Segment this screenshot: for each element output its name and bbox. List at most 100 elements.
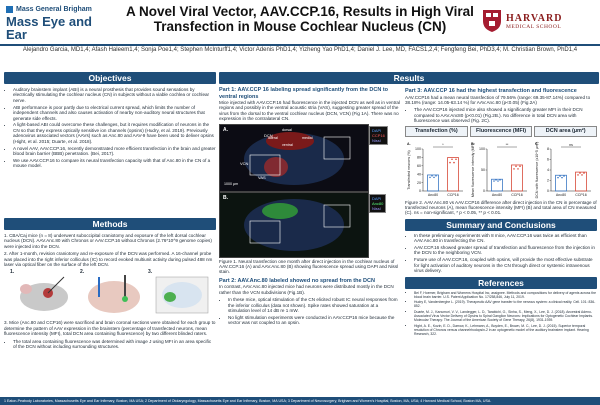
data-point bbox=[579, 171, 581, 174]
y-tick-label: 0 bbox=[483, 189, 485, 193]
figure-1b-label: B. bbox=[223, 194, 228, 201]
panel-header-fluorescence: Fluorescence (MFI) bbox=[469, 125, 533, 137]
y-tick-label: 80 bbox=[417, 155, 421, 159]
mgb-bottom-text: Mass Eye and Ear bbox=[6, 14, 92, 42]
legend-dapi: DAPI bbox=[372, 127, 382, 133]
part2-body: In contrast, AAV.Anc.80 injected mice ha… bbox=[219, 284, 401, 325]
panel-header-transfection: Transfection (%) bbox=[405, 125, 468, 137]
legend-nissl: Nissl bbox=[372, 137, 381, 143]
data-point bbox=[495, 178, 497, 181]
data-point bbox=[563, 174, 565, 177]
y-tick-label: 100 bbox=[415, 147, 421, 151]
part3-body: AAV.CCP16 had a mean neural transfection… bbox=[405, 95, 597, 124]
part1-text: Mice injected with AAV.CCP.16 had fluore… bbox=[219, 100, 400, 122]
mgb-top-text: Mass General Brigham bbox=[16, 6, 92, 13]
objectives-body: Auditory brainstem implant (ABI) is a ne… bbox=[4, 87, 216, 215]
references-heading: References bbox=[405, 276, 597, 289]
x-tick-label: CCP16 bbox=[447, 193, 459, 197]
figure-1a-panel: A. DCN VCN VAS dorsal lateral medial ven… bbox=[219, 123, 369, 192]
data-point bbox=[581, 173, 583, 176]
methods-body-2: 3. Mice (Anc.80 and CCP16) were sacrific… bbox=[4, 320, 216, 349]
bar bbox=[447, 156, 459, 191]
mass-eye-ear-logo: Mass General Brigham Mass Eye and Ear bbox=[6, 6, 116, 41]
figure-1: A. DCN VCN VAS dorsal lateral medial ven… bbox=[219, 123, 401, 258]
figure-1a-label: A. bbox=[223, 126, 228, 133]
part2-title: Part 2: AAV.Anc.80 labeled showed no spr… bbox=[219, 277, 375, 284]
data-point bbox=[499, 178, 501, 181]
ventral-label: ventral bbox=[282, 142, 293, 147]
figure-2-headers: Transfection (%) Fluorescence (MFI) DCN … bbox=[405, 125, 598, 137]
method-fig-label: 3. bbox=[148, 269, 153, 276]
chart-transfection: A. 0 20 40 60 80 100 Transfected neurons (%) Anc… bbox=[407, 142, 463, 197]
vcn-label: VCN bbox=[240, 160, 249, 166]
x-tick-label: CCP16 bbox=[575, 193, 587, 197]
bar bbox=[491, 178, 503, 191]
figure-1b-image bbox=[220, 192, 368, 257]
figure-1a-image bbox=[220, 124, 368, 191]
y-tick-label: 40 bbox=[417, 172, 421, 176]
y-tick-label: 0 bbox=[419, 189, 421, 193]
method-step: 2. After 1-month, revision craniotomy an… bbox=[4, 251, 213, 268]
mouse-surgery-illustration bbox=[20, 277, 68, 312]
reference-item: Duarte, M. J., Kanumuri, V. V., Landegge… bbox=[414, 310, 597, 322]
x-tick-label: CCP16 bbox=[511, 193, 523, 197]
brainstem-section-illustration bbox=[155, 277, 209, 314]
legend-anc80: Anc80 bbox=[372, 200, 384, 206]
data-point bbox=[455, 157, 457, 160]
objective-bullet: Auditory brainstem implant (ABI) is a ne… bbox=[13, 87, 216, 103]
medial-label: medial bbox=[302, 135, 313, 140]
bar bbox=[427, 174, 439, 191]
author-list: Alejandro Garcia, MD1,4; Afash Haleem1,4… bbox=[22, 47, 578, 53]
harvard-shield-icon bbox=[483, 10, 501, 32]
results-heading: Results bbox=[219, 72, 599, 84]
data-point bbox=[515, 164, 517, 167]
vas-label: VAS bbox=[258, 174, 266, 180]
x-tick-label: Anc80 bbox=[556, 193, 566, 197]
right-column: Part 3: AAV.CCP 16 had the highest trans… bbox=[405, 86, 598, 338]
reference-item: Hudry E, Vandenberghe L. (2019). Therape… bbox=[414, 300, 597, 308]
y-tick-label: 4 bbox=[547, 168, 549, 172]
method-fig-label: 1. bbox=[10, 269, 15, 276]
y-tick-label: 6 bbox=[547, 157, 549, 161]
method-fig-label: 2. bbox=[80, 269, 85, 276]
y-tick-label: 100 bbox=[479, 147, 485, 151]
lateral-label: lateral bbox=[268, 135, 278, 140]
objectives-heading: Objectives bbox=[4, 72, 216, 84]
data-point bbox=[497, 179, 499, 182]
figure-2-caption: Figure 2. AAV.Anc.80 vs AAV.CCP16 differ… bbox=[405, 199, 597, 216]
data-point bbox=[453, 161, 455, 163]
summary-bullet: In these preliminary experiments with 8 … bbox=[414, 233, 597, 244]
figure-1a-legend: DAPI CCP16 Nissl bbox=[369, 125, 388, 145]
scale-bar-label: 1000 µm bbox=[224, 181, 239, 186]
x-tick-label: Anc80 bbox=[428, 193, 438, 197]
part3-bullet: The AAV.CCP16 injected mice also showed … bbox=[414, 107, 597, 123]
data-point bbox=[493, 179, 495, 182]
data-point bbox=[557, 176, 559, 178]
bar bbox=[511, 164, 523, 191]
part3-title: Part 3: AAV.CCP 16 had the highest trans… bbox=[405, 88, 577, 94]
bar bbox=[575, 171, 587, 191]
part2-bullet: In these mice, optical stimulation of th… bbox=[228, 297, 401, 313]
dorsal-label: dorsal bbox=[282, 127, 292, 132]
data-point bbox=[559, 174, 561, 177]
y-tick-label: 50 bbox=[481, 168, 485, 172]
summary-bullet: Future use of AAV.CCP.16, coupled with o… bbox=[414, 257, 597, 273]
summary-bullet: AAV.CCP.16 showed greater spread of tran… bbox=[414, 245, 597, 256]
bar bbox=[555, 174, 567, 191]
middle-column: Results Part 1: AAV.CCP 16 labeling spre… bbox=[219, 72, 599, 327]
y-axis-label: Mean fluorescence intensity (MFI) bbox=[471, 142, 475, 196]
data-point bbox=[451, 157, 453, 160]
poster-header: Mass General Brigham Mass Eye and Ear A … bbox=[0, 0, 600, 46]
data-point bbox=[561, 176, 563, 178]
objective-bullet: We use AAV.CCP.16 to compare its neural … bbox=[13, 158, 216, 169]
methods-body: 1. CBA/Caj mice (n = 8) underwent subocc… bbox=[4, 233, 216, 267]
significance-marker: ns bbox=[569, 143, 573, 147]
chart-fluorescence: B. 0 50 100 Mean fluorescence intensity (MFI… bbox=[471, 142, 527, 197]
reference-item: Bei F, Hoemer, Brigham and Womens Hospit… bbox=[414, 291, 597, 299]
affiliations-footer: 1 Eaton-Peabody Laboratories, Massachuse… bbox=[0, 397, 600, 405]
objective-bullet: A light-based ABI could overcome these c… bbox=[13, 122, 216, 144]
figure-1-caption: Figure 1. Neural transfection one month … bbox=[219, 258, 399, 275]
legend-dapi: DAPI bbox=[372, 195, 382, 201]
chart-panel-label: C. bbox=[535, 142, 539, 146]
data-point bbox=[513, 167, 515, 170]
